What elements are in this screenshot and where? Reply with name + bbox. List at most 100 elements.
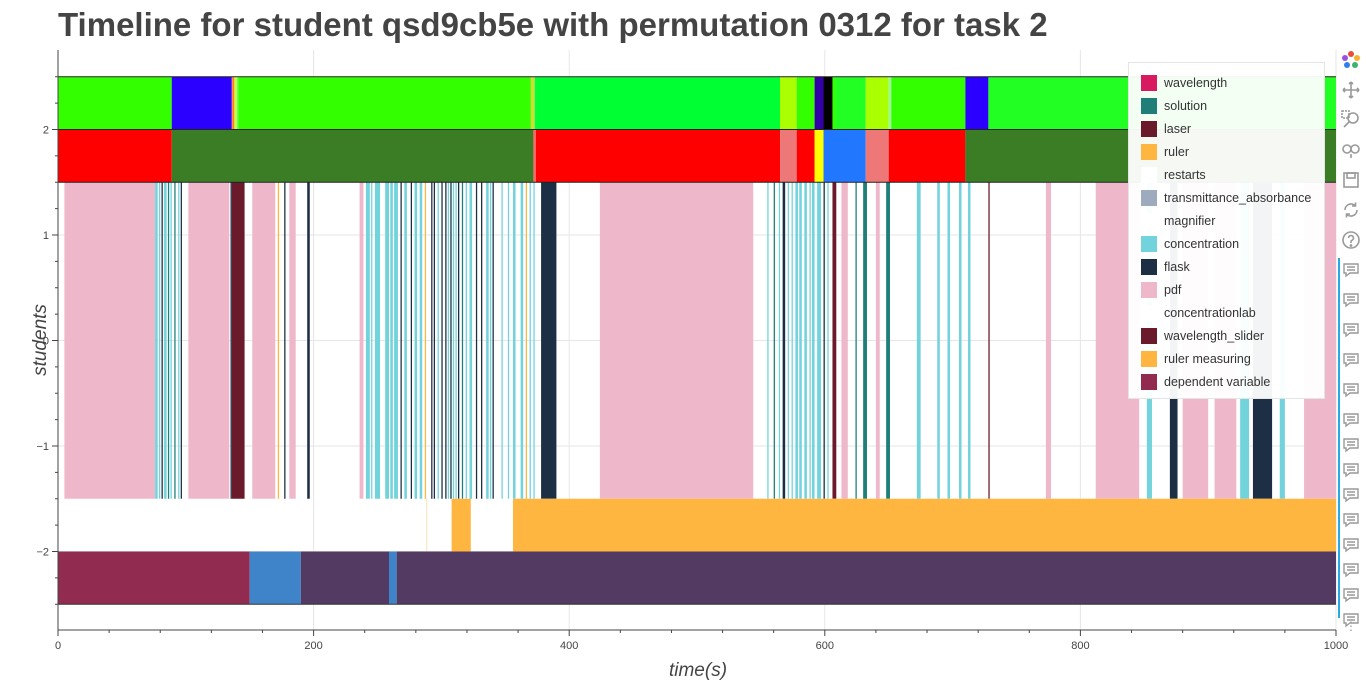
timeline-segment[interactable] bbox=[410, 182, 413, 499]
timeline-segment[interactable] bbox=[58, 551, 250, 605]
help-icon[interactable] bbox=[1339, 228, 1363, 252]
timeline-segment[interactable] bbox=[865, 129, 889, 183]
timeline-segment[interactable] bbox=[796, 129, 815, 183]
timeline-segment[interactable] bbox=[541, 182, 557, 499]
hover-icon[interactable] bbox=[1339, 433, 1363, 457]
timeline-segment[interactable] bbox=[814, 76, 824, 130]
timeline-segment[interactable] bbox=[178, 182, 180, 499]
timeline-segment[interactable] bbox=[533, 182, 535, 499]
timeline-segment[interactable] bbox=[529, 182, 531, 499]
timeline-segment[interactable] bbox=[967, 182, 971, 499]
timeline-segment[interactable] bbox=[855, 182, 857, 499]
timeline-segment[interactable] bbox=[525, 182, 528, 499]
legend-item[interactable]: wavelength bbox=[1129, 71, 1324, 94]
timeline-segment[interactable] bbox=[414, 182, 418, 499]
timeline-segment[interactable] bbox=[365, 182, 370, 499]
timeline-segment[interactable] bbox=[359, 182, 364, 499]
timeline-segment[interactable] bbox=[507, 182, 510, 499]
timeline-segment[interactable] bbox=[799, 182, 802, 499]
timeline-segment[interactable] bbox=[780, 76, 797, 130]
hover-icon[interactable] bbox=[1339, 458, 1363, 482]
save-icon[interactable] bbox=[1339, 168, 1363, 192]
timeline-segment[interactable] bbox=[916, 182, 921, 499]
timeline-segment[interactable] bbox=[371, 182, 373, 499]
timeline-segment[interactable] bbox=[988, 182, 990, 499]
timeline-segment[interactable] bbox=[512, 498, 1336, 552]
timeline-segment[interactable] bbox=[233, 76, 235, 130]
timeline-segment[interactable] bbox=[817, 182, 821, 499]
timeline-segment[interactable] bbox=[231, 182, 245, 499]
timeline-segment[interactable] bbox=[791, 182, 793, 499]
hover-icon[interactable] bbox=[1339, 533, 1363, 557]
timeline-segment[interactable] bbox=[773, 182, 775, 499]
timeline-segment[interactable] bbox=[787, 182, 790, 499]
timeline-segment[interactable] bbox=[492, 182, 494, 499]
timeline-segment[interactable] bbox=[171, 129, 534, 183]
timeline-segment[interactable] bbox=[530, 76, 535, 130]
timeline-segment[interactable] bbox=[778, 182, 781, 499]
timeline-segment[interactable] bbox=[231, 76, 234, 130]
timeline-segment[interactable] bbox=[599, 182, 754, 499]
legend-item[interactable]: ruler measuring bbox=[1129, 347, 1324, 370]
timeline-segment[interactable] bbox=[394, 182, 398, 499]
timeline-segment[interactable] bbox=[174, 182, 176, 499]
timeline-segment[interactable] bbox=[489, 182, 492, 499]
timeline-segment[interactable] bbox=[814, 129, 824, 183]
hover-icon[interactable] bbox=[1339, 378, 1363, 402]
timeline-segment[interactable] bbox=[433, 182, 436, 499]
timeline-segment[interactable] bbox=[234, 76, 237, 130]
timeline-segment[interactable] bbox=[780, 129, 797, 183]
timeline-segment[interactable] bbox=[841, 182, 848, 499]
timeline-segment[interactable] bbox=[424, 182, 427, 499]
timeline-segment[interactable] bbox=[888, 129, 966, 183]
box-zoom-icon[interactable] bbox=[1339, 108, 1363, 132]
legend-item[interactable]: pdf bbox=[1129, 278, 1324, 301]
timeline-segment[interactable] bbox=[64, 182, 156, 499]
timeline-segment[interactable] bbox=[58, 129, 172, 183]
timeline-segment[interactable] bbox=[230, 182, 232, 499]
timeline-segment[interactable] bbox=[863, 182, 867, 499]
timeline-segment[interactable] bbox=[450, 182, 452, 499]
timeline-segment[interactable] bbox=[300, 551, 390, 605]
timeline-segment[interactable] bbox=[481, 182, 483, 499]
timeline-segment[interactable] bbox=[812, 182, 815, 499]
wheel-zoom-icon[interactable] bbox=[1339, 138, 1363, 162]
more-tools-icon[interactable]: ⋮ bbox=[1345, 619, 1357, 633]
legend-item[interactable]: concentration bbox=[1129, 232, 1324, 255]
timeline-segment[interactable] bbox=[249, 551, 301, 605]
timeline-segment[interactable] bbox=[447, 182, 450, 499]
timeline-segment[interactable] bbox=[501, 182, 503, 499]
timeline-segment[interactable] bbox=[167, 182, 170, 499]
timeline-segment[interactable] bbox=[835, 76, 866, 130]
timeline-segment[interactable] bbox=[886, 182, 890, 499]
hover-icon[interactable] bbox=[1339, 508, 1363, 532]
bokeh-logo-icon[interactable] bbox=[1339, 48, 1363, 72]
timeline-segment[interactable] bbox=[419, 182, 423, 499]
legend-item[interactable]: concentrationlab bbox=[1129, 301, 1324, 324]
timeline-segment[interactable] bbox=[452, 182, 455, 499]
pan-icon[interactable] bbox=[1339, 78, 1363, 102]
timeline-segment[interactable] bbox=[400, 182, 402, 499]
hover-icon[interactable] bbox=[1339, 408, 1363, 432]
timeline-segment[interactable] bbox=[875, 182, 880, 499]
hover-icon[interactable] bbox=[1339, 318, 1363, 342]
legend-item[interactable]: dependent variable bbox=[1129, 370, 1324, 393]
timeline-segment[interactable] bbox=[455, 182, 457, 499]
timeline-segment[interactable] bbox=[277, 182, 280, 499]
timeline-segment[interactable] bbox=[958, 182, 962, 499]
timeline-segment[interactable] bbox=[832, 182, 837, 499]
timeline-segment[interactable] bbox=[865, 76, 889, 130]
timeline-segment[interactable] bbox=[947, 182, 951, 499]
timeline-segment[interactable] bbox=[823, 76, 833, 130]
timeline-segment[interactable] bbox=[533, 129, 536, 183]
timeline-segment[interactable] bbox=[307, 182, 310, 499]
timeline-segment[interactable] bbox=[58, 76, 172, 130]
timeline-segment[interactable] bbox=[891, 76, 966, 130]
legend-item[interactable]: flask bbox=[1129, 255, 1324, 278]
timeline-segment[interactable] bbox=[458, 182, 460, 499]
timeline-segment[interactable] bbox=[161, 182, 163, 499]
hover-icon[interactable] bbox=[1339, 558, 1363, 582]
timeline-segment[interactable] bbox=[170, 182, 172, 499]
timeline-segment[interactable] bbox=[534, 76, 781, 130]
